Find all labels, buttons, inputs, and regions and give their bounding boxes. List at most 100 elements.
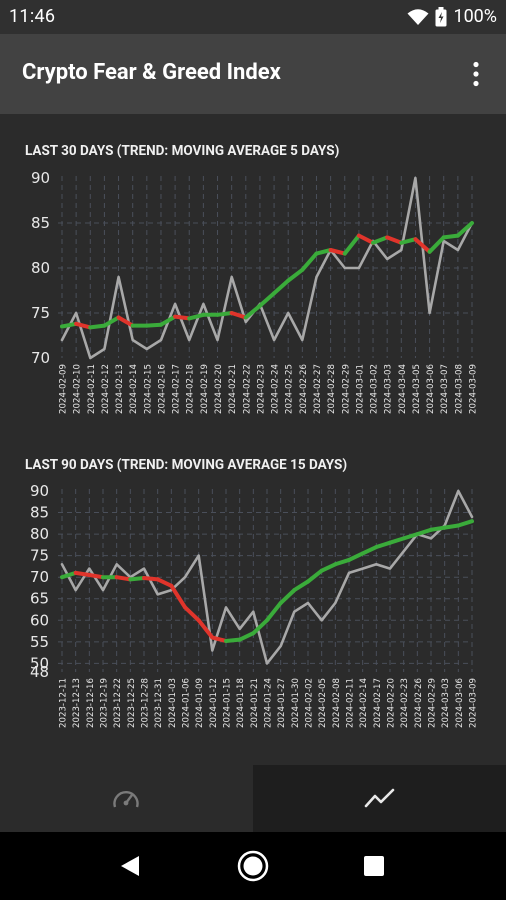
x-tick-label: 2024-02-10	[73, 364, 83, 414]
x-tick-label: 2024-02-22	[242, 364, 252, 414]
x-tick-label: 2024-02-02	[305, 678, 315, 728]
trend-segment-up	[102, 315, 121, 328]
trend-segment-up	[442, 523, 461, 530]
trend-segment-down	[114, 575, 133, 582]
x-tick-label: 2024-02-27	[313, 364, 323, 414]
chart-title-90-days: LAST 90 DAYS (TREND: MOVING AVERAGE 15 D…	[25, 457, 348, 473]
x-tick-label: 2024-01-24	[264, 678, 274, 728]
x-tick-label: 2024-02-12	[101, 364, 111, 414]
home-circle-icon[interactable]	[236, 849, 270, 883]
trend-segment-up	[215, 311, 234, 317]
tab-index[interactable]	[0, 765, 253, 832]
x-tick-label: 2024-03-06	[455, 678, 465, 728]
trend-segment-up	[441, 233, 460, 240]
trend-segment-down	[142, 576, 160, 582]
trend-segment-up	[144, 322, 163, 328]
x-tick-label: 2024-03-03	[441, 678, 451, 728]
wifi-icon	[407, 8, 429, 25]
x-tick-label: 2023-12-22	[113, 678, 123, 728]
back-triangle-icon[interactable]	[118, 854, 142, 878]
trend-segment-up	[278, 588, 297, 606]
trend-segment-down	[196, 618, 215, 640]
recents-square-icon[interactable]	[363, 855, 385, 877]
chart-30-days[interactable]: 70 75 80 85 90 2024-02-09 2024-02-10 2024-02-11…	[0, 164, 506, 464]
trend-segment-down	[229, 311, 248, 320]
status-time: 11:46	[9, 6, 56, 27]
x-tick-label: 2024-01-21	[250, 678, 260, 728]
tab-history[interactable]	[253, 765, 506, 832]
trend-segment-up	[251, 618, 269, 636]
x-tick-label: 2023-12-11	[59, 678, 69, 728]
x-tick-label: 2024-03-06	[426, 364, 436, 414]
trend-segment-down	[183, 605, 201, 623]
x-tick-label: 2024-02-19	[200, 364, 210, 414]
trend-segment-down	[173, 314, 192, 321]
trend-segment-down	[73, 570, 92, 578]
trend-segment-up	[429, 525, 447, 532]
trend-segment-up	[360, 545, 379, 556]
x-tick-label: 2024-03-03	[384, 364, 394, 414]
trend-segment-down	[210, 635, 228, 643]
x-tick-label: 2024-03-09	[469, 364, 479, 414]
trend-segment-up	[60, 570, 78, 580]
app-bar: Crypto Fear & Greed Index	[0, 34, 506, 114]
x-tick-label: 2024-02-11	[87, 364, 97, 414]
trend-segment-down	[87, 573, 105, 580]
battery-icon	[435, 6, 447, 26]
trend-segment-down	[356, 233, 376, 245]
x-tick-label: 2024-02-13	[115, 364, 125, 414]
battery-percentage: 100%	[453, 6, 497, 27]
trend-segment-up	[371, 235, 390, 245]
more-vert-icon[interactable]	[472, 61, 480, 87]
trend-segment-down	[155, 577, 174, 588]
x-tick-label: 2024-02-26	[414, 678, 424, 728]
x-tick-label: 2024-01-03	[168, 678, 178, 728]
y-tick-label: 50	[30, 654, 49, 672]
x-tick-label: 2024-02-15	[143, 364, 153, 414]
x-tick-label: 2024-02-16	[157, 364, 167, 414]
trend-segment-down	[328, 248, 347, 256]
trend-segment-up	[456, 519, 474, 528]
x-tick-label: 2024-01-06	[182, 678, 192, 728]
trend-segment-up	[399, 237, 418, 245]
trend-segment-up	[300, 251, 319, 272]
index-line	[60, 489, 474, 665]
history-content: LAST 30 DAYS (TREND: MOVING AVERAGE 5 DA…	[0, 114, 506, 765]
y-tick-label: 85	[30, 504, 49, 522]
trend-segment-up	[128, 576, 146, 582]
x-tick-label: 2024-02-25	[285, 364, 295, 414]
status-icons: 100%	[407, 6, 497, 27]
x-tick-label: 2023-12-19	[100, 678, 110, 728]
x-tick-label: 2024-02-11	[346, 678, 356, 728]
trend-segment-up	[306, 568, 324, 584]
x-tick-label: 2023-12-16	[86, 678, 96, 728]
trend-segment-up	[415, 527, 433, 537]
trend-segment-up	[292, 579, 310, 593]
speedometer-icon	[113, 790, 139, 808]
x-tick-label: 2024-02-26	[299, 364, 309, 414]
y-tick-label: 70	[30, 568, 49, 586]
trend-segment-up	[374, 540, 392, 550]
x-tick-label: 2024-03-09	[469, 678, 479, 728]
x-tick-label: 2024-02-23	[400, 678, 410, 728]
x-tick-label: 2024-02-05	[318, 678, 328, 728]
x-tick-label: 2024-02-18	[186, 364, 196, 414]
x-tick-label: 2024-02-29	[341, 364, 351, 414]
trend-segment-up	[347, 551, 365, 562]
x-tick-label: 2024-01-09	[195, 678, 205, 728]
trend-segment-up	[314, 248, 333, 256]
x-tick-label: 2024-01-12	[209, 678, 219, 728]
y-tick-label: 80	[31, 259, 50, 277]
x-tick-label: 2024-02-14	[129, 364, 139, 414]
trend-segment-up	[187, 312, 206, 321]
trend-segment-down	[169, 583, 187, 610]
trend-segment-up	[257, 291, 277, 308]
trend-segment-up	[427, 235, 446, 254]
x-tick-label: 2023-12-31	[154, 678, 164, 728]
x-tick-label: 2024-01-15	[223, 678, 233, 728]
x-tick-label: 2024-03-02	[370, 364, 380, 414]
trend-segment-up	[319, 562, 338, 573]
trend-segment-up	[243, 303, 262, 320]
x-tick-label: 2024-03-08	[454, 364, 464, 414]
